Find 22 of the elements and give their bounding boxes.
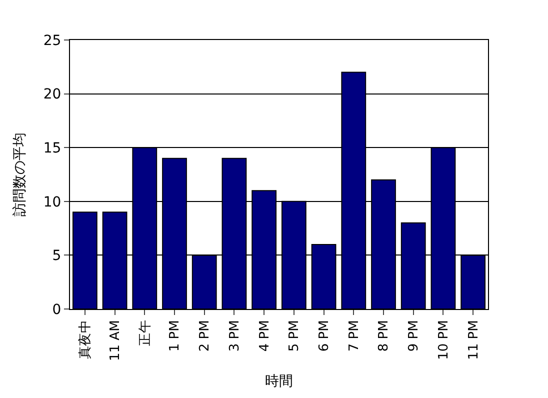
x-tick-label: 1 PM [168, 320, 183, 352]
y-tick-label: 20 [43, 86, 62, 103]
x-tick-label: 3 PM [227, 320, 242, 352]
y-tick-label: 15 [43, 140, 62, 156]
x-tick-label: 11 AM [108, 320, 124, 361]
y-tick-label: 0 [52, 302, 62, 318]
x-axis-title: 時間 [265, 373, 293, 390]
y-tick-label: 10 [43, 194, 62, 210]
x-tick-label: 10 PM [436, 320, 452, 360]
x-tick-label: 真夜中 [77, 320, 94, 360]
x-tick-label: 8 PM [376, 320, 392, 352]
y-tick-label: 25 [43, 32, 62, 49]
x-tick-label: 7 PM [346, 320, 362, 352]
y-tick-label: 5 [52, 248, 62, 264]
x-tick-label: 正午 [138, 320, 153, 346]
x-tick-label: 4 PM [257, 320, 272, 352]
x-tick-label: 9 PM [406, 320, 422, 352]
x-tick-label: 6 PM [317, 320, 332, 352]
y-axis-title: 訪問数の平均 [12, 132, 28, 216]
x-tick-label: 5 PM [287, 320, 302, 352]
x-tick-label: 2 PM [198, 320, 213, 352]
x-tick-label: 11 PM [466, 320, 482, 360]
